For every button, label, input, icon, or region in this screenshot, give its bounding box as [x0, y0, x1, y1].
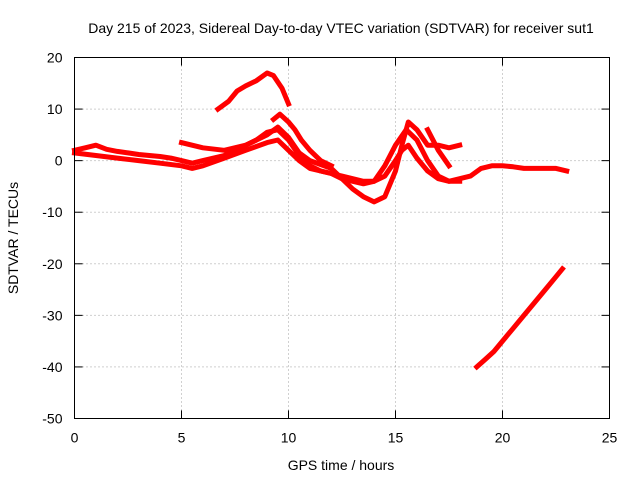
y-tick-label: -50 [42, 411, 62, 427]
tick-labels: 0 5 10 15 20 25 20 10 0 -10 -20 -30 -40 -50 [42, 50, 617, 446]
x-tick-label: 20 [495, 430, 511, 446]
x-axis-title: GPS time / hours [288, 457, 395, 473]
series-line-track-7 [473, 265, 566, 371]
series-line-track-4 [214, 70, 292, 113]
y-tick-label: -20 [42, 256, 62, 272]
y-tick-label: -40 [42, 359, 62, 375]
x-tick-label: 25 [602, 430, 618, 446]
y-tick-label: -10 [42, 204, 62, 220]
series-line-track-1 [71, 127, 570, 184]
series-line-track-6 [424, 126, 453, 170]
plot-frame [74, 57, 610, 419]
y-tick-label: 0 [55, 153, 63, 169]
y-tick-label: 10 [47, 101, 63, 117]
x-tick-label: 5 [178, 430, 186, 446]
data-series [71, 70, 570, 371]
x-tick-label: 15 [388, 430, 404, 446]
series-line-track-2 [71, 127, 463, 187]
axis-ticks [74, 57, 610, 419]
y-axis-title: SDTVAR / TECUs [5, 182, 21, 294]
series-line-track-5 [269, 111, 335, 170]
y-tick-label: -30 [42, 307, 62, 323]
y-tick-label: 20 [47, 50, 63, 66]
chart-title: Day 215 of 2023, Sidereal Day-to-day VTE… [88, 20, 594, 36]
grid-lines [74, 57, 610, 419]
x-tick-label: 0 [71, 430, 79, 446]
x-tick-label: 10 [281, 430, 297, 446]
series-line-track-3 [178, 119, 463, 205]
